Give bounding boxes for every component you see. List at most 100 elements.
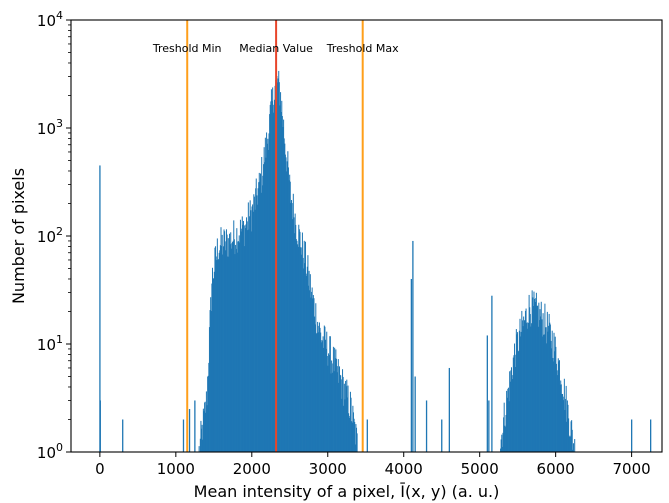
- histogram-bin: [347, 385, 349, 452]
- histogram-bin: [249, 216, 251, 452]
- histogram-bin: [300, 254, 302, 452]
- histogram-bin: [334, 358, 336, 452]
- histogram-bin: [239, 242, 241, 452]
- histogram-bin: [277, 78, 279, 452]
- histogram-bin: [267, 138, 269, 452]
- histogram-bin: [351, 422, 353, 452]
- histogram-bin: [554, 351, 556, 452]
- histogram-bin: [556, 370, 558, 452]
- histogram-spike: [122, 419, 124, 452]
- histogram-bin: [324, 326, 326, 452]
- histogram-bin: [283, 119, 285, 452]
- histogram-bin: [549, 322, 551, 452]
- histogram-spike: [194, 400, 196, 452]
- histogram-bin: [271, 101, 273, 453]
- x-tick-label: 0: [95, 460, 105, 478]
- histogram-spike: [99, 165, 101, 452]
- histogram-bin: [260, 192, 262, 452]
- histogram-bin: [327, 365, 329, 452]
- histogram-bin: [236, 252, 238, 452]
- histogram-bin: [530, 326, 532, 452]
- histogram-bin: [284, 154, 286, 452]
- histogram-bin: [346, 397, 348, 452]
- histogram-bin: [338, 382, 340, 452]
- histogram-bin: [553, 332, 555, 452]
- histogram-bin: [303, 240, 305, 452]
- histogram-spike: [441, 419, 443, 452]
- histogram-bin: [340, 379, 342, 452]
- x-tick-label: 6000: [537, 460, 575, 478]
- histogram-spike: [491, 295, 493, 452]
- histogram-bin: [351, 421, 353, 452]
- histogram-bin: [208, 327, 210, 452]
- histogram-bin: [278, 70, 280, 452]
- histogram-bin: [228, 256, 230, 452]
- histogram-bin: [283, 138, 285, 452]
- histogram-bin: [316, 332, 318, 452]
- histogram-bin: [500, 448, 502, 452]
- histogram-bin: [225, 229, 227, 452]
- histogram-bin: [527, 328, 529, 452]
- histogram-bin: [247, 202, 249, 452]
- histogram-bin: [514, 343, 516, 452]
- histogram-bin: [329, 336, 331, 452]
- histogram-bin: [224, 231, 226, 452]
- histogram-bin: [521, 320, 523, 452]
- histogram-bin: [274, 85, 276, 453]
- histogram-bin: [295, 239, 297, 452]
- histogram-bin: [309, 290, 311, 452]
- histogram-bin: [339, 374, 341, 452]
- histogram-bin: [321, 341, 323, 452]
- histogram-bin: [349, 391, 351, 452]
- histogram-bin: [559, 384, 561, 452]
- histogram-bin: [348, 417, 350, 452]
- histogram-bin: [331, 363, 333, 452]
- histogram-bin: [528, 294, 530, 452]
- histogram-bin: [238, 235, 240, 452]
- histogram-bin: [289, 174, 291, 452]
- histogram-bin: [256, 195, 258, 452]
- histogram-bin: [517, 351, 519, 452]
- histogram-bin: [342, 369, 344, 452]
- histogram-bin: [332, 372, 334, 452]
- histogram-bin: [326, 356, 328, 452]
- histogram-bin: [568, 418, 570, 452]
- histogram-bin: [266, 132, 268, 452]
- histogram-bin: [292, 219, 294, 452]
- histogram-bin: [320, 342, 322, 452]
- histogram-bin: [563, 396, 565, 452]
- histogram-bin: [531, 290, 533, 452]
- histogram-bin: [323, 325, 325, 452]
- histogram-bin: [242, 224, 244, 452]
- histogram-bin: [233, 239, 235, 452]
- histogram-bin: [516, 334, 518, 452]
- histogram-bin: [314, 324, 316, 452]
- histogram-bin: [204, 401, 206, 452]
- histogram-bin: [315, 333, 317, 452]
- histogram-bin: [263, 147, 265, 452]
- histogram-bin: [226, 234, 228, 452]
- histogram-bin: [260, 173, 262, 453]
- histogram-bin: [230, 248, 232, 452]
- histogram-bin: [560, 384, 562, 452]
- histogram-bin: [536, 305, 538, 452]
- histogram-bin: [569, 436, 571, 452]
- histogram-bin: [523, 316, 525, 452]
- histogram-bin: [229, 244, 231, 452]
- histogram-bin: [335, 358, 337, 452]
- histogram-bin: [313, 298, 315, 452]
- histogram-bin: [529, 307, 531, 452]
- histogram-bin: [204, 402, 206, 452]
- axes: 0 1000 2000 3000 4000 5000 6000 7000 100 101 102 10…: [37, 9, 663, 478]
- histogram-bin: [278, 82, 280, 452]
- histogram-bin: [304, 263, 306, 452]
- histogram-bin: [255, 188, 257, 452]
- threshold-label: Median Value: [239, 42, 313, 55]
- histogram-bin: [330, 373, 332, 452]
- histogram-bin: [532, 305, 534, 452]
- histogram-spike: [425, 400, 428, 452]
- histogram-bin: [305, 273, 307, 452]
- histogram-bin: [221, 234, 223, 452]
- histogram-bin: [218, 259, 220, 452]
- histogram-bin: [300, 247, 302, 452]
